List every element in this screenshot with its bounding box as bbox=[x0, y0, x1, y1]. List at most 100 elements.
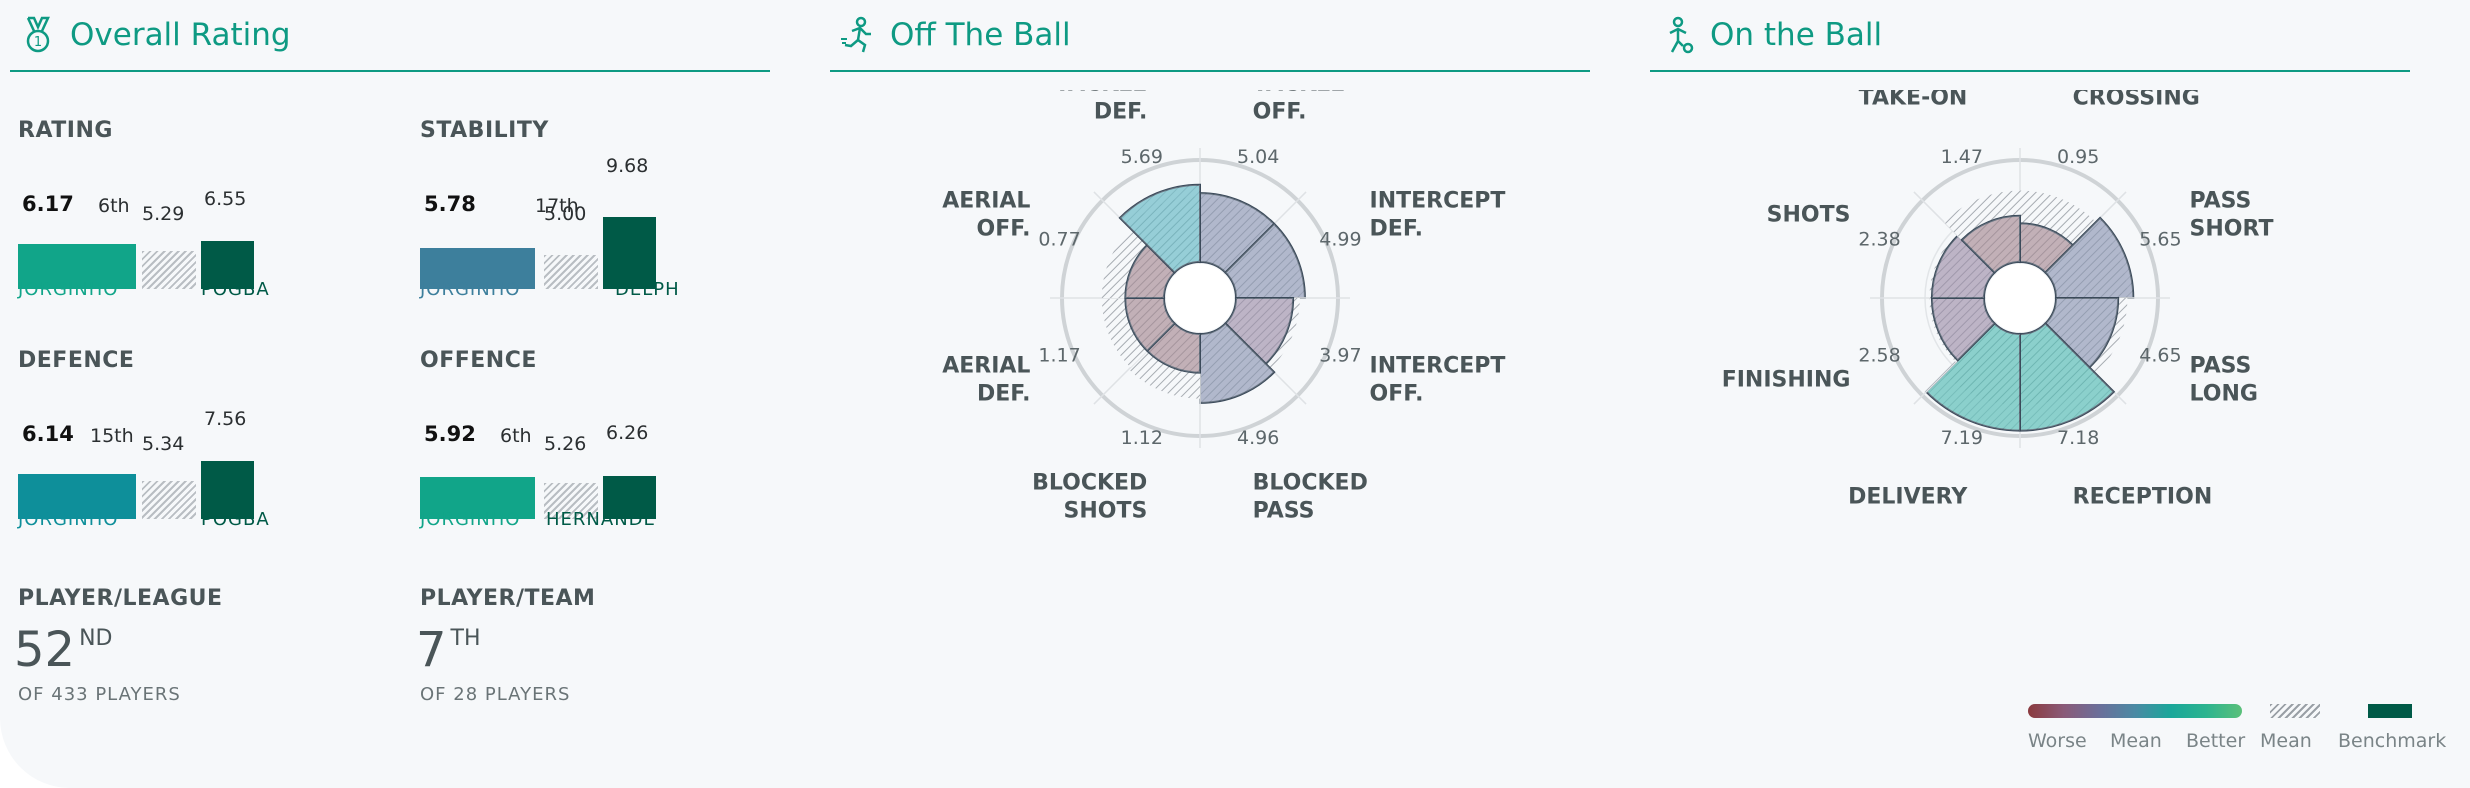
player-value: 5.78 bbox=[424, 192, 476, 216]
segment-value: 5.69 bbox=[1121, 146, 1163, 168]
segment-value: 1.12 bbox=[1121, 427, 1163, 449]
rank-value: 52 ND bbox=[14, 622, 112, 678]
player-name[interactable]: JORGINHO bbox=[18, 279, 119, 300]
segment-value: 4.99 bbox=[1319, 228, 1361, 250]
metric-bars: 5.92 6th 5.26 6.26 bbox=[420, 408, 820, 519]
mean-value: 5.26 bbox=[544, 433, 587, 455]
player-value: 5.92 bbox=[424, 422, 476, 446]
running-player-icon bbox=[841, 16, 871, 53]
mean-value: 5.34 bbox=[142, 433, 185, 455]
benchmark-bar bbox=[201, 241, 254, 289]
legend-mean-pattern-label: Mean bbox=[2260, 730, 2312, 752]
svg-text:1: 1 bbox=[34, 35, 42, 50]
segment-label: LONG bbox=[2190, 382, 2258, 407]
segment-value: 3.97 bbox=[1319, 345, 1361, 367]
rating-metric: RATING 6.17 6th 5.29 6.55 JORGINHO POGBA bbox=[18, 118, 378, 318]
value-texture bbox=[1225, 223, 1305, 298]
rank-suffix: ND bbox=[79, 626, 113, 651]
segment-value: 1.17 bbox=[1038, 345, 1080, 367]
segment-label: OFF. bbox=[1370, 382, 1424, 407]
segment-value: 0.95 bbox=[2057, 146, 2099, 168]
defence-metric: DEFENCE 6.14 15th 5.34 7.56 JORGINHO POG… bbox=[18, 348, 378, 548]
segment-label: DELIVERY bbox=[1848, 485, 1968, 510]
legend-benchmark-label: Benchmark bbox=[2338, 730, 2447, 752]
value-texture bbox=[1125, 245, 1175, 298]
on-the-ball-radar: 0.95 CROSSING 5.65 PASS SHORT 4.65 PASS LONG 7.1… bbox=[1722, 90, 2274, 510]
player-name[interactable]: JORGINHO bbox=[420, 279, 521, 300]
overall-rating-header: 1 Overall Rating bbox=[10, 0, 770, 72]
radar-center bbox=[1166, 264, 1234, 332]
value-texture bbox=[1931, 298, 1995, 361]
legend-mean-swatch bbox=[2270, 704, 2320, 718]
benchmark-value: 6.26 bbox=[606, 422, 649, 444]
segment-label: BLOCKED bbox=[1253, 471, 1368, 496]
rank-subtitle: OF 28 PLAYERS bbox=[420, 684, 571, 705]
segment-value: 7.18 bbox=[2057, 427, 2099, 449]
segment-label: SHOTS bbox=[1767, 202, 1851, 227]
metric-bars: 6.14 15th 5.34 7.56 bbox=[18, 408, 418, 519]
metric-bars: 6.17 6th 5.29 6.55 bbox=[18, 178, 418, 289]
legend-better-label: Better bbox=[2186, 730, 2246, 752]
benchmark-player-name[interactable]: POGBA bbox=[201, 509, 270, 530]
segment-value: 4.65 bbox=[2139, 345, 2181, 367]
metric-bars: 5.78 17th 5.00 9.68 bbox=[420, 155, 820, 289]
legend-worse-label: Worse bbox=[2028, 730, 2087, 752]
segment-label: FINISHING bbox=[1722, 368, 1851, 393]
value-texture bbox=[1926, 323, 2020, 431]
segment-label: PASS bbox=[1253, 499, 1315, 524]
segment-label: DEF. bbox=[1094, 99, 1147, 124]
segment-label: SHORT bbox=[2190, 216, 2274, 241]
segment-label: AERIAL bbox=[942, 188, 1030, 213]
on-the-ball-header: On the Ball bbox=[1650, 0, 2410, 72]
rank-subtitle: OF 433 PLAYERS bbox=[18, 684, 181, 705]
legend-benchmark-swatch bbox=[2368, 704, 2412, 718]
legend-gradient-bar bbox=[2028, 704, 2242, 718]
segment-label: TACKLE bbox=[1253, 90, 1346, 96]
player-rank: 6th bbox=[98, 195, 130, 217]
rank-value: 7 TH bbox=[416, 622, 481, 678]
player-value: 6.17 bbox=[22, 192, 74, 216]
rank-number: 7 bbox=[416, 622, 447, 678]
player-with-ball-icon bbox=[1669, 16, 1694, 54]
segment-label: BLOCKED bbox=[1032, 471, 1147, 496]
segment-label: PASS bbox=[2190, 354, 2252, 379]
mean-value: 5.29 bbox=[142, 203, 185, 225]
legend-mean-label: Mean bbox=[2110, 730, 2162, 752]
benchmark-bar bbox=[603, 476, 656, 519]
segment-label: RECEPTION bbox=[2073, 485, 2213, 510]
legend: Worse Mean Better Mean Benchmark bbox=[2020, 700, 2460, 760]
rank-label: PLAYER/TEAM bbox=[420, 586, 596, 611]
value-texture bbox=[1931, 235, 1995, 298]
benchmark-player-name[interactable]: POGBA bbox=[201, 279, 270, 300]
benchmark-player-name[interactable]: DELPH bbox=[615, 279, 680, 300]
mean-value: 5.00 bbox=[544, 203, 587, 225]
value-texture bbox=[1961, 215, 2020, 273]
player-rank: 17th bbox=[535, 195, 579, 217]
mean-bar bbox=[142, 251, 196, 289]
segment-label: TACKLE bbox=[1055, 90, 1148, 96]
player-rank: 6th bbox=[500, 425, 532, 447]
segment-label: DEF. bbox=[1370, 216, 1423, 241]
segment-value: 2.58 bbox=[1858, 345, 1900, 367]
benchmark-value: 9.68 bbox=[606, 155, 649, 177]
player-name[interactable]: JORGINHO bbox=[18, 509, 119, 530]
value-texture bbox=[2045, 298, 2119, 368]
benchmark-value: 6.55 bbox=[204, 188, 247, 210]
section-title: On the Ball bbox=[1710, 17, 1883, 53]
value-texture bbox=[1200, 323, 1275, 403]
segment-value: 7.19 bbox=[1941, 427, 1983, 449]
benchmark-player-name[interactable]: HERNANDE bbox=[546, 509, 656, 530]
off-the-ball-radar: 5.04 TACKLE OFF. 4.99 INTERCEPT DEF. 3.97 INTER… bbox=[942, 90, 1506, 524]
rank-suffix: TH bbox=[450, 626, 481, 651]
rank-label: PLAYER/LEAGUE bbox=[18, 586, 223, 611]
player-value: 6.14 bbox=[22, 422, 74, 446]
segment-label: INTERCEPT bbox=[1370, 354, 1506, 379]
player-bar bbox=[18, 244, 136, 289]
segment-label: PASS bbox=[2190, 188, 2252, 213]
value-texture bbox=[1119, 184, 1200, 273]
value-texture bbox=[1225, 298, 1294, 364]
player-bar bbox=[18, 474, 136, 519]
benchmark-bar bbox=[603, 217, 656, 289]
player-name[interactable]: JORGINHO bbox=[420, 509, 521, 530]
segment-value: 5.04 bbox=[1237, 146, 1279, 168]
